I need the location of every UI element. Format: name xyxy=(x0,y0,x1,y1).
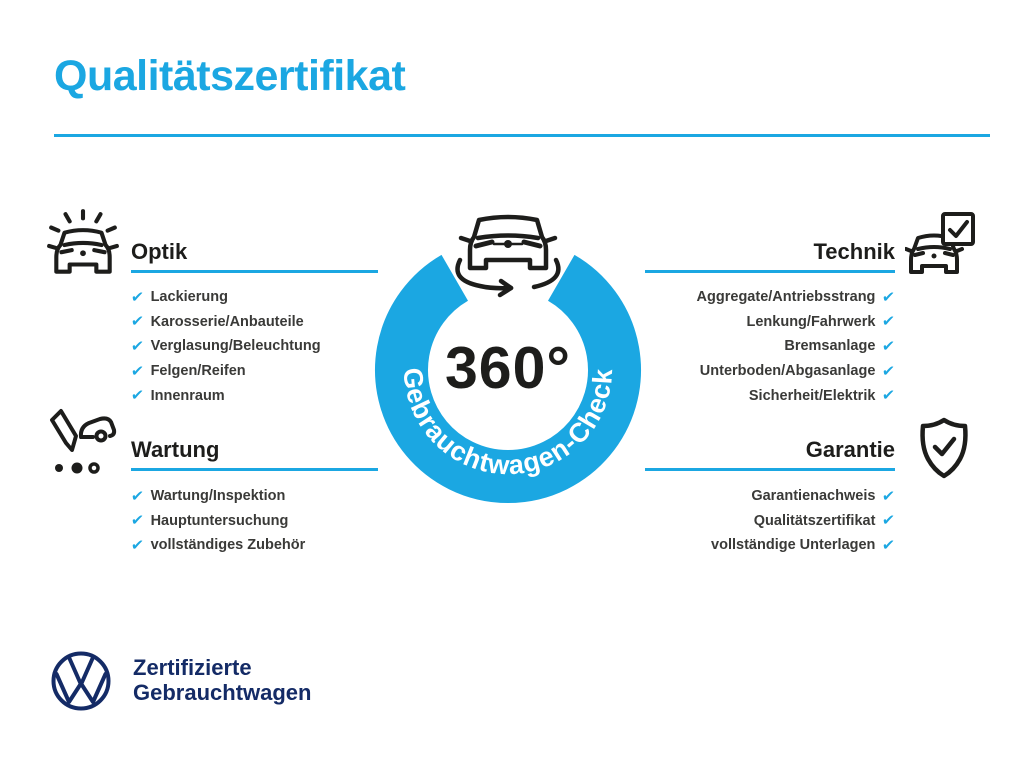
pencil-car-icon xyxy=(50,409,117,474)
list-item: vollständige Unterlagen ✔ xyxy=(711,535,896,554)
check-icon: ✔ xyxy=(881,361,896,380)
list-item: ✔ Karosserie/Anbauteile xyxy=(130,312,304,331)
list-item: Lenkung/Fahrwerk ✔ xyxy=(746,312,896,331)
list-item: ✔ Lackierung xyxy=(130,287,228,306)
list-item: ✔ Hauptuntersuchung xyxy=(130,511,289,530)
page-title: Qualitätszertifikat xyxy=(54,52,406,100)
technik-divider xyxy=(645,270,895,273)
check-icon: ✔ xyxy=(881,386,896,405)
title-divider xyxy=(54,134,990,137)
list-item: ✔ Verglasung/Beleuchtung xyxy=(130,336,321,355)
check-icon: ✔ xyxy=(130,486,145,505)
shield-check-icon xyxy=(920,417,968,479)
wartung-divider xyxy=(131,468,378,471)
footer-claim-line1: Zertifizierte xyxy=(133,655,252,680)
technik-checklist: Aggregate/Antriebsstrang ✔ Lenkung/Fahrwe… xyxy=(545,285,896,408)
degree-label: 360° xyxy=(444,335,572,401)
list-item: ✔ vollständiges Zubehör xyxy=(130,535,306,554)
list-item: ✔ Felgen/Reifen xyxy=(130,361,246,380)
footer-claim: Zertifizierte Gebrauchtwagen xyxy=(133,655,311,705)
list-item: Aggregate/Antriebsstrang ✔ xyxy=(696,287,896,306)
garantie-checklist: Garantienachweis ✔ Qualitätszertifikat ✔ v… xyxy=(545,484,896,558)
optik-checklist: ✔ Lackierung ✔ Karosserie/Anbauteile ✔ Verg… xyxy=(130,285,321,408)
check-icon: ✔ xyxy=(130,312,145,331)
vw-logo xyxy=(51,651,111,711)
check-icon: ✔ xyxy=(881,511,896,530)
check-icon: ✔ xyxy=(130,361,145,380)
check-icon: ✔ xyxy=(881,336,896,355)
section-heading-technik: Technik xyxy=(813,239,895,264)
car-checkbox-icon xyxy=(905,212,975,274)
list-item: ✔ Innenraum xyxy=(130,386,225,405)
car-360-rotation-icon xyxy=(455,214,561,298)
section-heading-wartung: Wartung xyxy=(131,437,220,462)
check-icon: ✔ xyxy=(130,535,145,554)
list-item: ✔ Wartung/Inspektion xyxy=(130,486,286,505)
check-icon: ✔ xyxy=(881,312,896,331)
footer-claim-line2: Gebrauchtwagen xyxy=(133,680,312,705)
car-sparkle-icon xyxy=(47,209,119,274)
check-icon: ✔ xyxy=(130,386,145,405)
list-item: Unterboden/Abgasanlage ✔ xyxy=(699,361,896,380)
optik-divider xyxy=(131,270,378,273)
list-item: Garantienachweis ✔ xyxy=(751,486,896,505)
section-heading-optik: Optik xyxy=(131,239,188,264)
check-icon: ✔ xyxy=(881,287,896,306)
list-item: Bremsanlage ✔ xyxy=(784,336,896,355)
wartung-checklist: ✔ Wartung/Inspektion ✔ Hauptuntersuchung ✔… xyxy=(130,484,306,558)
garantie-divider xyxy=(645,468,895,471)
check-icon: ✔ xyxy=(881,535,896,554)
360-check-ring: Gebrauchtwagen-Check xyxy=(375,254,641,503)
section-heading-garantie: Garantie xyxy=(805,437,895,462)
check-icon: ✔ xyxy=(130,336,145,355)
list-item: Qualitätszertifikat ✔ xyxy=(753,511,896,530)
list-item: Sicherheit/Elektrik ✔ xyxy=(748,386,896,405)
check-icon: ✔ xyxy=(881,486,896,505)
check-icon: ✔ xyxy=(130,511,145,530)
check-icon: ✔ xyxy=(130,287,145,306)
